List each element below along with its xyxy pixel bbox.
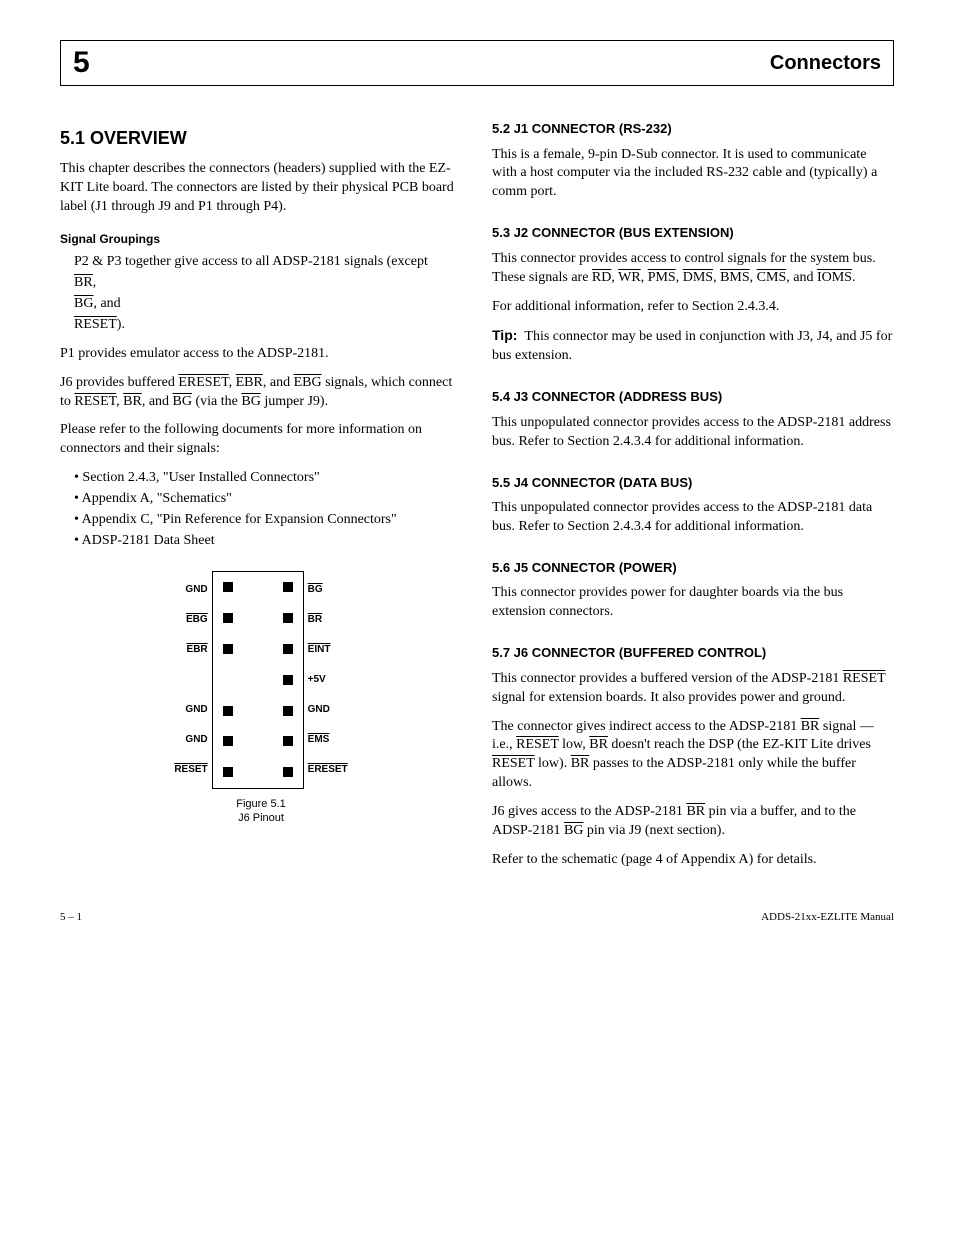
overview-paragraph: This chapter describes the connectors (h… <box>60 160 462 217</box>
bg-signal: BG <box>74 296 93 311</box>
j1-paragraph: This is a female, 9-pin D-Sub connector.… <box>492 146 894 203</box>
j2-heading: 5.3 J2 CONNECTOR (BUS EXTENSION) <box>492 224 894 242</box>
j2-tip: Tip: This connector may be used in conju… <box>492 326 894 366</box>
section-header: 5 Connectors <box>60 40 894 86</box>
j6-paragraph-4: Refer to the schematic (page 4 of Append… <box>492 851 894 870</box>
j3-paragraph: This unpopulated connector provides acce… <box>492 414 894 452</box>
footer-right: ADDS-21xx-EZLITE Manual <box>761 910 894 925</box>
j6-paragraph-3: J6 gives access to the ADSP-2181 BR pin … <box>492 803 894 841</box>
right-column: 5.2 J1 CONNECTOR (RS-232) This is a fema… <box>492 98 894 880</box>
j4-heading: 5.5 J4 CONNECTOR (DATA BUS) <box>492 474 894 492</box>
j2-paragraph-1: This connector provides access to contro… <box>492 250 894 288</box>
j3-heading: 5.4 J3 CONNECTOR (ADDRESS BUS) <box>492 388 894 406</box>
footer-left: 5 – 1 <box>60 910 82 925</box>
j1-heading: 5.2 J1 CONNECTOR (RS-232) <box>492 120 894 138</box>
pinout-figure: GND EBG EBR x GND GND RESET <box>60 571 462 789</box>
j6-heading: 5.7 J6 CONNECTOR (BUFFERED CONTROL) <box>492 644 894 662</box>
signal-grouping-heading: Signal Groupings <box>60 231 462 247</box>
section-title: Connectors <box>770 50 881 77</box>
p2-bullet: P2 & P3 together give access to all ADSP… <box>74 253 462 335</box>
j6-paragraph-1: This connector provides a buffered versi… <box>492 670 894 708</box>
pinout-body <box>212 571 304 789</box>
j6-signals-paragraph: J6 provides buffered ERESET, EBR, and EB… <box>60 374 462 412</box>
page-footer: 5 – 1 ADDS-21xx-EZLITE Manual <box>60 910 894 925</box>
section-number: 5 <box>73 43 109 84</box>
j6-paragraph-2: The connector gives indirect access to t… <box>492 718 894 794</box>
j4-paragraph: This unpopulated connector provides acce… <box>492 499 894 537</box>
br-signal: BR <box>74 275 93 290</box>
reset-signal: RESET <box>74 317 117 332</box>
overview-heading: 5.1 OVERVIEW <box>60 126 462 150</box>
j5-heading: 5.6 J5 CONNECTOR (POWER) <box>492 559 894 577</box>
pinout-left-labels: GND EBG EBR x GND GND RESET <box>174 571 207 789</box>
j5-paragraph: This connector provides power for daught… <box>492 584 894 622</box>
p1-paragraph: P1 provides emulator access to the ADSP-… <box>60 345 462 364</box>
figure-caption: Figure 5.1 J6 Pinout <box>60 797 462 826</box>
reference-list: • Section 2.4.3, "User Installed Connect… <box>74 469 462 551</box>
content-columns: 5.1 OVERVIEW This chapter describes the … <box>60 98 894 880</box>
j2-paragraph-2: For additional information, refer to Sec… <box>492 298 894 317</box>
left-column: 5.1 OVERVIEW This chapter describes the … <box>60 98 462 880</box>
pinout-right-labels: BG BR EINT +5V GND EMS ERESET <box>308 571 348 789</box>
references-intro: Please refer to the following documents … <box>60 421 462 459</box>
